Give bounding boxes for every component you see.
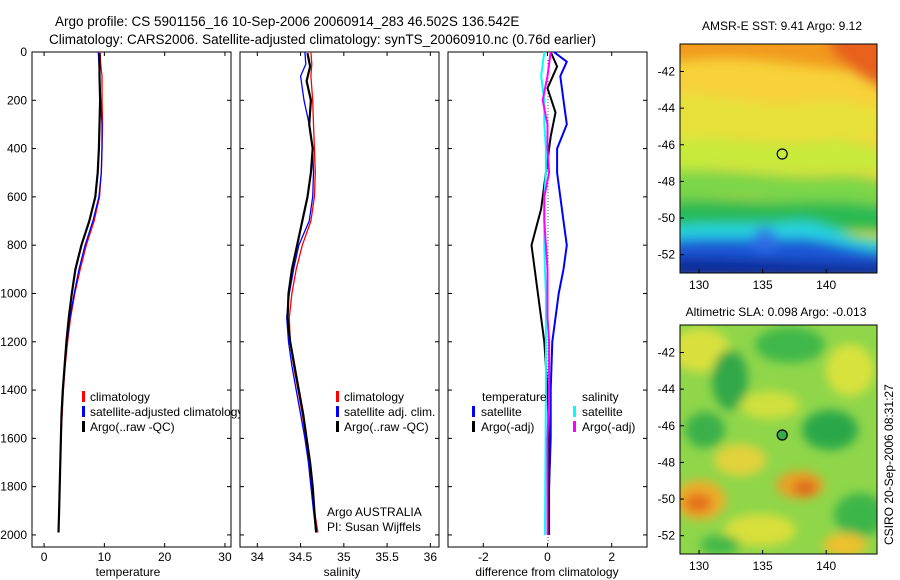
legend-swatch-argo (82, 421, 85, 432)
sst-map-panel: AMSR-E SST: 9.41 Argo: 9.12 130 1 (658, 19, 878, 292)
x-tick-label: -2 (478, 550, 489, 564)
legend-swatch-temp-argo (472, 421, 475, 432)
map-y-tick-label: -44 (658, 101, 676, 115)
temperature-axes-frame (31, 51, 232, 548)
x-tick-label: 2 (608, 550, 615, 564)
map-y-tick-label: -50 (658, 492, 676, 506)
x-tick-label: 34.5 (289, 550, 313, 564)
map-x-tick-label: 130 (689, 559, 709, 573)
legend-swatch-climatology (336, 391, 339, 402)
sla-field (680, 325, 877, 554)
legend-header-salinity: salinity (582, 390, 619, 404)
legend-swatch-argo (336, 421, 339, 432)
series-line-argo-raw-qc (286, 52, 318, 533)
y-tick-label: 0 (20, 45, 27, 59)
x-tick-label: 10 (98, 550, 112, 564)
sst-field (680, 44, 877, 273)
salinity-legend: climatology satellite adj. clim. Argo(..… (336, 390, 435, 434)
y-tick-label: 1200 (0, 335, 27, 349)
map-y-tick-label: -46 (658, 419, 676, 433)
map-x-tick-label: 140 (816, 278, 836, 292)
x-tick-label: 0 (41, 550, 48, 564)
y-tick-label: 800 (7, 238, 27, 252)
map-x-tick-label: 130 (689, 278, 709, 292)
legend-label-climatology: climatology (90, 390, 150, 404)
argo-float-marker (776, 429, 788, 441)
map-x-tick-label: 140 (816, 559, 836, 573)
x-tick-label: 35 (337, 550, 351, 564)
y-tick-label: 2000 (0, 528, 27, 542)
legend-header-temperature: temperature (482, 390, 547, 404)
legend-swatch-climatology (82, 391, 85, 402)
y-tick-label: 400 (7, 142, 27, 156)
sla-map-frame (679, 324, 878, 555)
x-tick-label: 0 (544, 550, 551, 564)
legend-label-climatology: climatology (344, 390, 404, 404)
map-y-tick-label: -48 (658, 174, 676, 188)
series-line-satellite-adj-clim (286, 51, 317, 533)
temperature-panel: 0 10 20 30 0 200 400 600 800 1000 1200 1400 1600 1800… (0, 45, 243, 579)
x-tick-label: 30 (218, 550, 232, 564)
salinity-axes-frame (239, 51, 440, 548)
legend-label-sal-argo: Argo(-adj) (582, 420, 635, 434)
difference-xlabel: difference from climatology (475, 565, 618, 579)
y-tick-label: 1600 (0, 431, 27, 445)
legend-swatch-sal-satellite (573, 406, 576, 417)
temperature-xlabel: temperature (96, 565, 161, 579)
map-y-tick-label: -42 (658, 64, 676, 78)
map-y-tick-label: -52 (658, 248, 676, 262)
series-line-salinity-satellite (540, 51, 547, 535)
figure-title-line2: Climatology: CARS2006. Satellite-adjuste… (49, 32, 596, 47)
x-tick-label: 36 (424, 550, 438, 564)
difference-panel: -2 0 2 difference from climatology tempera… (447, 51, 648, 579)
legend-label-satellite-adjusted: satellite-adjusted climatology (90, 405, 243, 419)
series-line-argo-raw-qc (57, 53, 102, 533)
map-y-tick-label: -48 (658, 455, 676, 469)
annotation-argo-australia: Argo AUSTRALIA (327, 505, 422, 519)
legend-swatch-satellite-adj (336, 406, 339, 417)
salinity-xlabel: salinity (324, 565, 361, 579)
map-y-tick-label: -46 (658, 138, 676, 152)
map-y-tick-label: -52 (658, 529, 676, 543)
y-tick-label: 200 (7, 93, 27, 107)
legend-label-argo: Argo(..raw -QC) (90, 420, 175, 434)
argo-float-marker (776, 148, 788, 160)
sst-map-title: AMSR-E SST: 9.41 Argo: 9.12 (702, 19, 862, 33)
side-credit-label: CSIRO 20-Sep-2006 08:31:27 (882, 384, 896, 545)
y-tick-label: 1800 (0, 480, 27, 494)
map-y-tick-label: -44 (658, 382, 676, 396)
map-y-tick-label: -42 (658, 345, 676, 359)
x-tick-label: 35.5 (375, 550, 399, 564)
map-y-tick-label: -50 (658, 211, 676, 225)
legend-label-temp-satellite: satellite (481, 405, 522, 419)
difference-legend: temperature satellite Argo(-adj) salinit… (472, 390, 635, 434)
x-tick-label: 20 (158, 550, 172, 564)
map-x-tick-label: 135 (753, 278, 773, 292)
annotation-pi-name: PI: Susan Wijffels (327, 520, 421, 534)
y-tick-label: 1400 (0, 383, 27, 397)
series-line-salinity-argo-adj (541, 51, 552, 535)
sla-map-panel: Altimetric SLA: 0.098 Argo: -0.013 (658, 305, 878, 573)
legend-label-sal-satellite: satellite (582, 405, 623, 419)
y-tick-label: 1000 (0, 286, 27, 300)
salinity-panel: 34 34.5 35 35.5 36 salinity climatology sate… (239, 51, 440, 579)
x-tick-label: 34 (251, 550, 265, 564)
legend-swatch-sal-argo (573, 421, 576, 432)
sst-map-frame (679, 43, 878, 274)
y-tick-label: 600 (7, 190, 27, 204)
temperature-legend: climatology satellite-adjusted climatolo… (82, 390, 243, 434)
legend-label-temp-argo: Argo(-adj) (481, 420, 534, 434)
figure-title-line1: Argo profile: CS 5901156_16 10-Sep-2006 … (55, 14, 519, 29)
map-x-tick-label: 135 (753, 559, 773, 573)
legend-label-argo: Argo(..raw -QC) (344, 420, 429, 434)
series-line-temperature-satellite (546, 51, 568, 535)
legend-swatch-temp-satellite (472, 406, 475, 417)
legend-label-satellite-adj: satellite adj. clim. (344, 405, 435, 419)
legend-swatch-satellite-adjusted (82, 406, 85, 417)
sla-map-title: Altimetric SLA: 0.098 Argo: -0.013 (686, 305, 867, 319)
